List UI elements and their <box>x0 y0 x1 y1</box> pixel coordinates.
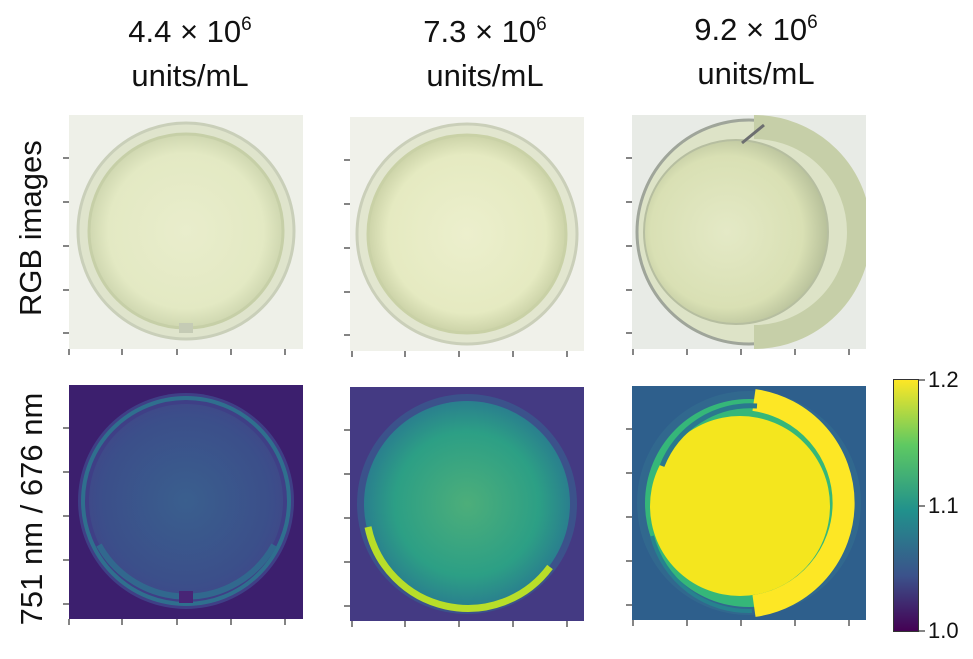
rgb-image-3 <box>632 115 866 349</box>
column-title-2: 7.3 × 106 units/mL <box>365 10 605 98</box>
concentration-exponent: 6 <box>536 14 547 35</box>
concentration-unit: units/mL <box>131 58 249 93</box>
concentration-unit: units/mL <box>697 56 815 91</box>
colorbar-tick-mid: 1.1 <box>928 493 959 518</box>
rgb-image-1 <box>69 115 303 349</box>
concentration-unit: units/mL <box>426 58 544 93</box>
concentration-exponent: 6 <box>241 14 252 35</box>
concentration-value: 7.3 × 10 <box>423 14 537 49</box>
ratio-map-1 <box>69 385 303 619</box>
rgb-image-2 <box>350 117 584 351</box>
concentration-value: 9.2 × 10 <box>694 12 808 47</box>
concentration-value: 4.4 × 10 <box>128 14 242 49</box>
column-title-3: 9.2 × 106 units/mL <box>636 8 876 96</box>
colorbar-tick-min: 1.0 <box>928 618 959 643</box>
ratio-map-3 <box>632 386 866 620</box>
row-label-ratio: 751 nm / 676 nm <box>14 392 49 626</box>
row-label-rgb: RGB images <box>13 140 48 316</box>
ratio-map-2 <box>350 387 584 621</box>
column-title-1: 4.4 × 106 units/mL <box>70 10 310 98</box>
colorbar <box>893 379 919 632</box>
concentration-exponent: 6 <box>807 12 818 33</box>
colorbar-tick-max: 1.2 <box>928 367 959 392</box>
